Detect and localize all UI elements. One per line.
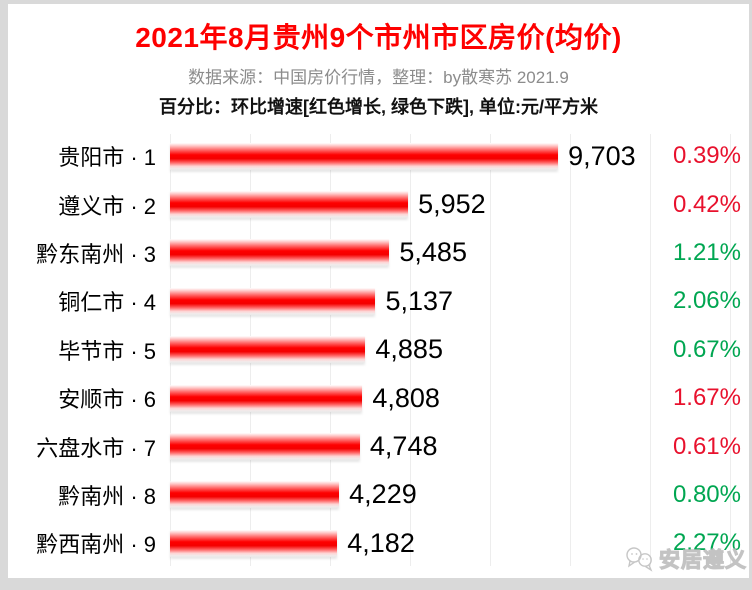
bar-row: 黔南州 · 8 4,229 0.80% xyxy=(8,471,749,519)
bar xyxy=(170,287,376,315)
category-label: 黔西南州 · 9 xyxy=(36,532,156,558)
bar-chart: 贵阳市 · 1 9,703 0.39% 遵义市 · 2 5,952 0.42% 黔东南州 ·… xyxy=(8,132,749,568)
chart-canvas: 2021年8月贵州9个市州市区房价(均价) 数据来源：中国房价行情，整理：by散… xyxy=(8,4,749,578)
bar-track: 4,808 xyxy=(170,383,749,414)
bar-row: 黔西南州 · 9 4,182 2.27% xyxy=(8,519,749,567)
gridline xyxy=(730,134,731,566)
bar-track: 4,182 xyxy=(170,528,749,559)
bar xyxy=(170,384,363,412)
mom-change-percent: 1.67% xyxy=(672,384,741,412)
chart-subtitle: 数据来源：中国房价行情，整理：by散寒苏 2021.9 xyxy=(188,68,569,87)
bar-track: 5,137 xyxy=(170,286,749,317)
category-label: 安顺市 · 6 xyxy=(58,387,156,413)
category-label: 黔东南州 · 3 xyxy=(36,241,156,267)
bar-rows: 贵阳市 · 1 9,703 0.39% 遵义市 · 2 5,952 0.42% 黔东南州 ·… xyxy=(8,132,749,568)
chart-title: 2021年8月贵州9个市州市区房价(均价) xyxy=(135,22,622,53)
bar-value-label: 5,137 xyxy=(385,285,454,316)
bar-value-label: 9,703 xyxy=(568,140,636,171)
bar-value-label: 4,182 xyxy=(347,527,415,558)
bar xyxy=(170,481,340,509)
bar-row: 贵阳市 · 1 9,703 0.39% xyxy=(8,132,749,180)
bar-row: 铜仁市 · 4 5,137 2.06% xyxy=(8,277,749,325)
bar-value-label: 5,952 xyxy=(418,189,486,220)
category-label: 黔南州 · 8 xyxy=(58,483,156,509)
bar xyxy=(170,336,366,364)
bar-track: 5,485 xyxy=(170,237,749,268)
category-label: 铜仁市 · 4 xyxy=(58,290,156,316)
category-label: 毕节市 · 5 xyxy=(58,338,156,364)
bar-row: 六盘水市 · 7 4,748 0.61% xyxy=(8,422,749,470)
category-label: 遵义市 · 2 xyxy=(58,193,156,219)
mom-change-percent: 0.61% xyxy=(672,432,741,460)
mom-change-percent: 0.67% xyxy=(672,335,741,363)
mom-change-percent: 2.06% xyxy=(672,287,741,315)
bar xyxy=(170,239,390,267)
mom-change-percent: 0.42% xyxy=(672,190,741,218)
bar-track: 4,748 xyxy=(170,431,749,462)
bar-track: 4,885 xyxy=(170,334,749,365)
bar-value-label: 4,885 xyxy=(375,334,443,365)
bar-row: 毕节市 · 5 4,885 0.67% xyxy=(8,326,749,374)
bar-row: 安顺市 · 6 4,808 1.67% xyxy=(8,374,749,422)
mom-change-percent: 0.80% xyxy=(672,480,741,508)
chart-note: 百分比：环比增速[红色增长, 绿色下跌], 单位:元/平方米 xyxy=(159,97,598,117)
category-label: 贵阳市 · 1 xyxy=(58,145,156,171)
bar-track: 5,952 xyxy=(170,189,749,220)
bar-value-label: 4,808 xyxy=(372,382,440,413)
bar-value-label: 4,748 xyxy=(369,431,438,462)
mom-change-percent: 0.39% xyxy=(672,142,741,170)
bar xyxy=(170,529,338,557)
mom-change-percent: 2.27% xyxy=(672,529,741,557)
gridline xyxy=(490,134,491,566)
bar-value-label: 5,485 xyxy=(399,237,467,268)
bar-row: 黔东南州 · 3 5,485 1.21% xyxy=(8,229,749,277)
gridline xyxy=(410,134,411,566)
bar-row: 遵义市 · 2 5,952 0.42% xyxy=(8,180,749,228)
bar-track: 9,703 xyxy=(170,141,749,172)
bar xyxy=(170,191,409,219)
mom-change-percent: 1.21% xyxy=(672,238,741,266)
gridline xyxy=(650,134,651,566)
gridline xyxy=(570,134,571,566)
bar-value-label: 4,229 xyxy=(349,479,417,510)
bar xyxy=(170,142,559,170)
bar-track: 4,229 xyxy=(170,479,749,510)
bar xyxy=(170,433,360,461)
category-label: 六盘水市 · 7 xyxy=(36,435,156,461)
